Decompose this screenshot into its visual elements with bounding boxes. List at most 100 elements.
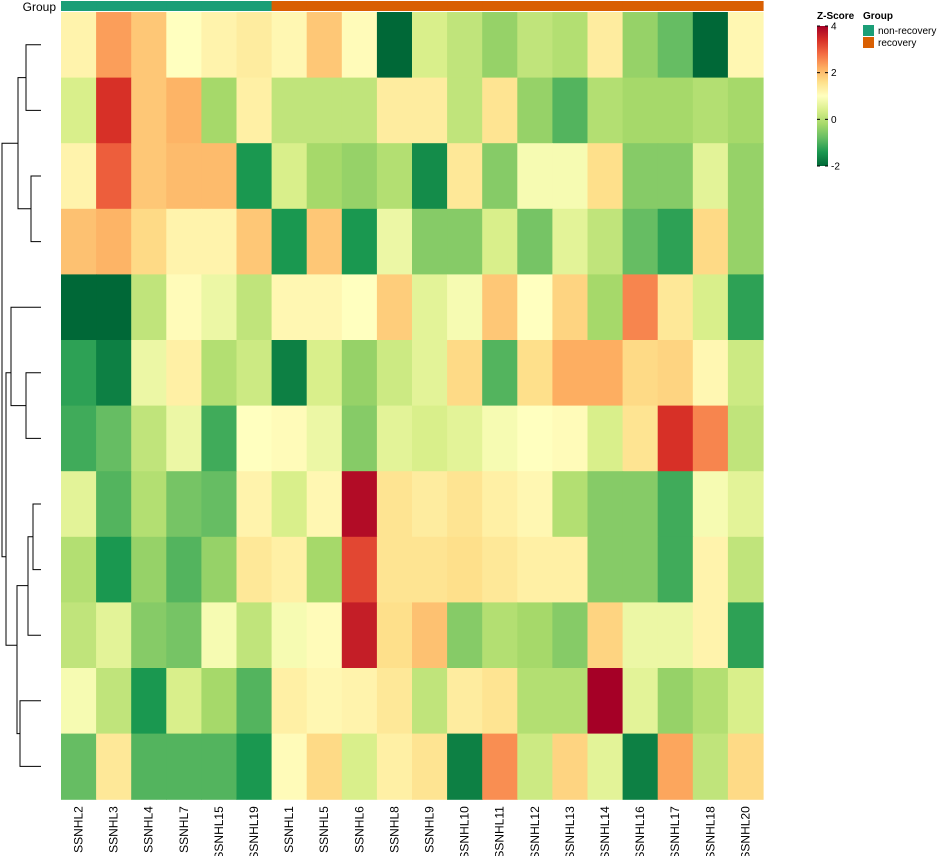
zscore-tick-label: 4 [831, 22, 837, 33]
heatmap-cell [657, 143, 694, 210]
heatmap-cell [376, 602, 413, 669]
heatmap-cell [447, 602, 483, 669]
heatmap-cell [587, 208, 624, 275]
heatmap-cell [376, 668, 413, 735]
column-label: SSNHL12 [528, 806, 542, 856]
heatmap-cell [692, 733, 729, 800]
heatmap-cell [517, 405, 553, 472]
heatmap-cell [657, 733, 694, 800]
heatmap-cell [271, 340, 308, 407]
heatmap-cell [131, 471, 167, 538]
heatmap-cell [236, 274, 273, 341]
heatmap-cell [376, 77, 413, 144]
heatmap-cell [201, 274, 238, 341]
heatmap-cell [341, 208, 378, 275]
heatmap-cell [412, 340, 448, 407]
heatmap-cell [96, 733, 132, 800]
group-legend-label: non-recovery [878, 26, 936, 37]
heatmap-cell [727, 208, 764, 275]
heatmap-cell [201, 471, 238, 538]
heatmap-cell [727, 143, 764, 210]
heatmap-cell [622, 602, 659, 669]
heatmap-cell [166, 471, 202, 538]
heatmap-cell [341, 143, 378, 210]
heatmap-cell [447, 77, 483, 144]
heatmap-cell [201, 143, 238, 210]
heatmap-cell [61, 77, 97, 144]
heatmap-cell [96, 602, 132, 669]
annotation-cell [657, 1, 694, 11]
heatmap-cell [552, 77, 589, 144]
heatmap-cell [61, 733, 97, 800]
heatmap-cell [166, 143, 202, 210]
heatmap-cell [657, 405, 694, 472]
heatmap-cell [692, 143, 729, 210]
heatmap-cell [271, 208, 308, 275]
heatmap-cell [657, 77, 694, 144]
heatmap-cell [727, 340, 764, 407]
heatmap-cell [692, 77, 729, 144]
heatmap-cell [552, 274, 589, 341]
heatmap-cell [657, 668, 694, 735]
heatmap-cell [482, 602, 518, 669]
annotation-cell [447, 1, 483, 11]
heatmap-cell [587, 77, 624, 144]
dendrogram-branch [1, 142, 18, 558]
dendrogram-branch [25, 44, 41, 111]
heatmap-cell [306, 405, 343, 472]
heatmap-cell [376, 12, 413, 79]
heatmap-cell [306, 274, 343, 341]
heatmap-cell [341, 471, 378, 538]
annotation-cell [587, 1, 624, 11]
heatmap-cell [61, 471, 97, 538]
heatmap-cell [447, 208, 483, 275]
heatmap-cell [447, 405, 483, 472]
heatmap-cell [412, 536, 448, 603]
heatmap-cell [692, 405, 729, 472]
heatmap-cell [517, 143, 553, 210]
heatmap-cell [727, 405, 764, 472]
heatmap-cell [587, 471, 624, 538]
annotation-cell [412, 1, 448, 11]
heatmap-cell [61, 274, 97, 341]
heatmap-cell [166, 668, 202, 735]
heatmap-cell [131, 208, 167, 275]
annotation-cell [96, 1, 132, 11]
column-label: SSNHL4 [142, 806, 156, 853]
heatmap-cell [482, 274, 518, 341]
annotation-cell [727, 1, 764, 11]
heatmap-cell [657, 340, 694, 407]
heatmap-cell [587, 668, 624, 735]
heatmap-cell [587, 12, 624, 79]
heatmap-cell [482, 208, 518, 275]
heatmap-cell [236, 602, 273, 669]
heatmap-cell [552, 208, 589, 275]
heatmap-cell [482, 12, 518, 79]
heatmap-cell [552, 340, 589, 407]
heatmap-cell [692, 274, 729, 341]
heatmap-cell [271, 274, 308, 341]
heatmap-cell [552, 536, 589, 603]
heatmap-cell [166, 274, 202, 341]
heatmap-cell [201, 602, 238, 669]
heatmap-cell [727, 274, 764, 341]
dendrogram-branch [19, 700, 41, 767]
dendrogram-branch [25, 372, 41, 439]
heatmap-cell [692, 12, 729, 79]
heatmap-cell [306, 77, 343, 144]
heatmap-cell [96, 208, 132, 275]
heatmap-cell [412, 274, 448, 341]
heatmap-cell [341, 668, 378, 735]
heatmap-cell [341, 602, 378, 669]
heatmap-cell [447, 668, 483, 735]
heatmap-cell [61, 340, 97, 407]
heatmap-cell [306, 340, 343, 407]
heatmap-cell [657, 274, 694, 341]
heatmap-cell [236, 340, 273, 407]
column-label: SSNHL16 [633, 806, 647, 856]
column-label: SSNHL20 [738, 806, 752, 856]
heatmap-cell [61, 143, 97, 210]
